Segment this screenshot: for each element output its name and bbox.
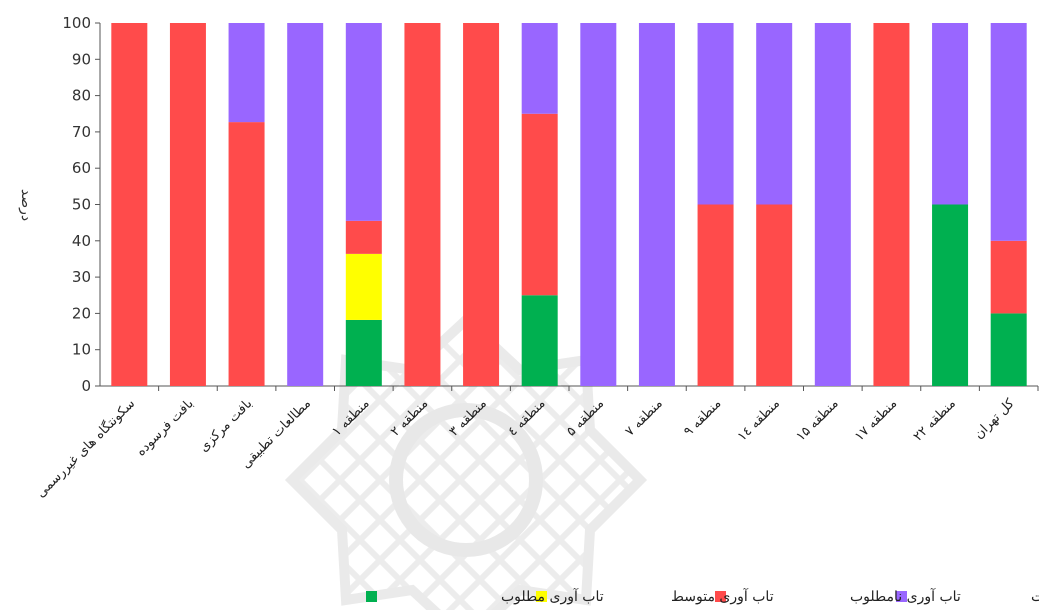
bar-segment	[873, 23, 910, 386]
bar-segment	[697, 23, 734, 205]
y-tick-label: 40	[72, 232, 91, 250]
bar-segment	[756, 23, 793, 205]
bar-segment	[463, 23, 500, 386]
category-label: منطقه ۹	[681, 396, 724, 439]
category-label: منطقه ۱۵	[793, 396, 841, 444]
y-tick-label: 80	[72, 87, 91, 105]
bar-segment	[345, 220, 382, 254]
category-label: سکونتگاه های غیررسمی	[33, 396, 138, 501]
bars-layer	[111, 23, 1027, 386]
bar-segment	[990, 240, 1027, 314]
legend-swatch	[715, 591, 726, 602]
bar-segment	[404, 23, 441, 386]
bar-segment	[169, 23, 206, 386]
bar-segment	[521, 23, 558, 114]
bar-segment	[756, 204, 793, 386]
legend: تاب آوری متفاوت تاب آوری نامطلوب تاب آوری …	[366, 587, 1039, 605]
bar-segment	[521, 295, 558, 386]
bar-segment	[111, 23, 148, 386]
legend-swatch	[366, 591, 377, 602]
bar-segment	[345, 23, 382, 221]
y-tick-label: 50	[72, 196, 91, 214]
bar-segment	[345, 253, 382, 320]
bar-segment	[990, 313, 1027, 386]
legend-label: تاب آوری متفاوت	[1031, 587, 1039, 605]
y-tick-label: 0	[81, 377, 91, 395]
bar-segment	[228, 122, 265, 386]
category-label: بافت مرکزی	[196, 396, 255, 455]
bar-segment	[580, 23, 617, 386]
bar-segment	[287, 23, 324, 386]
legend-swatch	[896, 591, 907, 602]
legend-label: تاب آوری مطلوب	[501, 587, 604, 605]
bar-segment	[814, 23, 851, 386]
y-tick-label: 30	[72, 268, 91, 286]
legend-label: تاب آوری متوسط	[671, 587, 774, 605]
y-axis-title: درصد	[18, 189, 34, 221]
bar-segment	[521, 113, 558, 296]
category-label: منطقه ١٤	[735, 396, 783, 444]
bar-segment	[932, 23, 969, 205]
bar-segment	[932, 204, 969, 386]
y-tick-label: 10	[72, 341, 91, 359]
y-tick-label: 100	[62, 14, 91, 32]
bar-segment	[697, 204, 734, 386]
legend-label: تاب آوری نامطلوب	[850, 587, 961, 605]
y-tick-label: 90	[72, 50, 91, 68]
bar-segment	[345, 319, 382, 386]
y-tick-label: 60	[72, 159, 91, 177]
category-label: منطقه ۱۷	[852, 396, 900, 444]
bar-segment	[228, 23, 265, 123]
y-tick-label: 20	[72, 304, 91, 322]
bar-segment	[990, 23, 1027, 241]
category-label: منطقه ۲۲	[911, 396, 959, 444]
category-label: منطقه ۷	[622, 396, 665, 439]
category-label: کل تهران	[971, 396, 1018, 443]
watermark-ornament	[284, 313, 648, 610]
legend-swatch	[536, 591, 547, 602]
y-tick-label: 70	[72, 123, 91, 141]
category-label: بافت فرسوده	[134, 396, 197, 459]
bar-segment	[638, 23, 675, 386]
